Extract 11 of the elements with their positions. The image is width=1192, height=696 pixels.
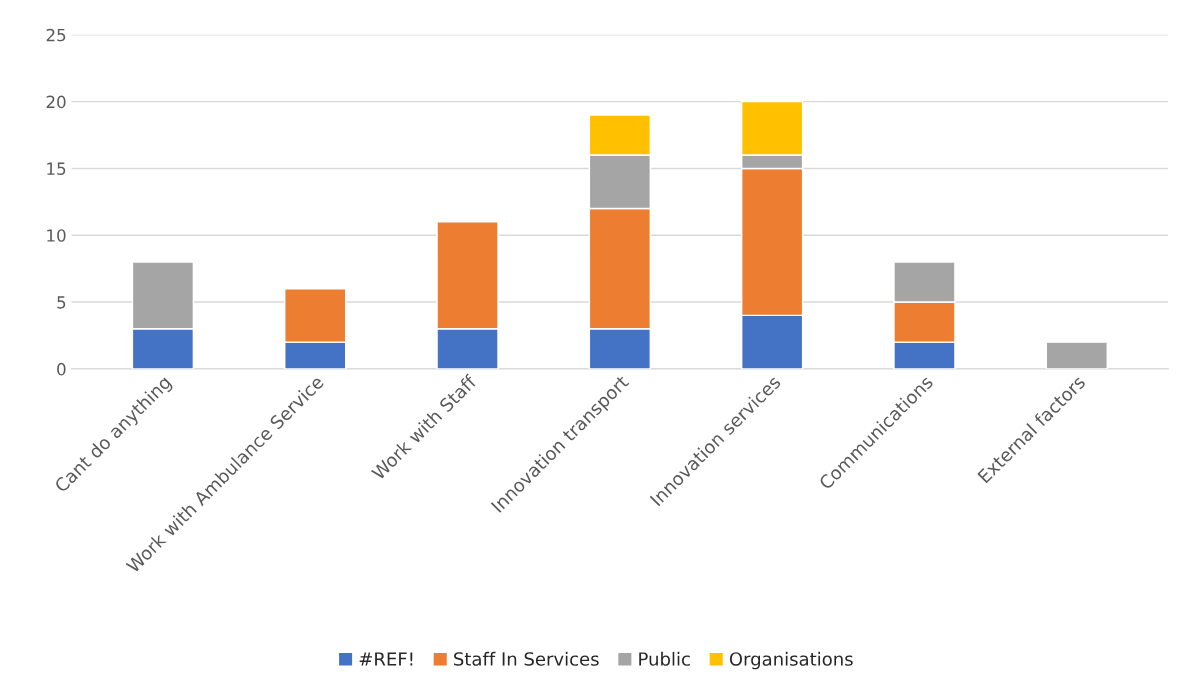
y-tick-label: 10	[47, 229, 66, 242]
y-tick-label: 5	[57, 296, 66, 309]
bar	[1045, 341, 1108, 369]
y-tick-label: 0	[57, 362, 66, 376]
legend-label: Organisations	[729, 651, 853, 670]
y-tick-label: 15	[47, 162, 66, 175]
y-tick-label: 25	[46, 28, 66, 42]
legend-label: #REF!	[359, 652, 413, 666]
y-tick-label: 20	[46, 95, 66, 109]
legend-label: Staff In Services	[454, 651, 599, 666]
legend-label: Public	[639, 651, 690, 666]
